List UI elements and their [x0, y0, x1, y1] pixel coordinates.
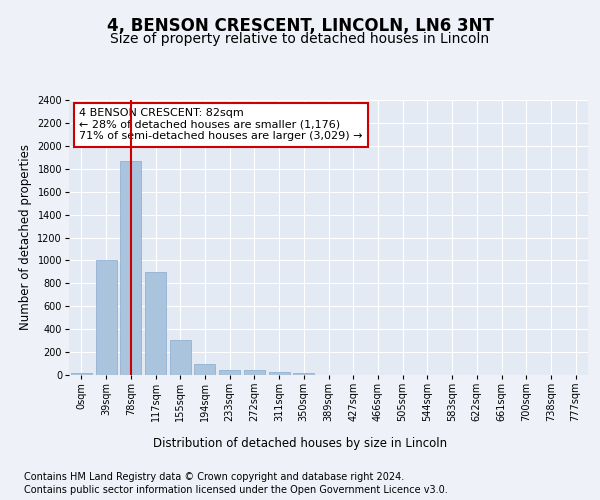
Bar	[269, 372, 290, 375]
Text: Size of property relative to detached houses in Lincoln: Size of property relative to detached ho…	[110, 32, 490, 46]
Bar	[95, 260, 116, 375]
Bar	[219, 370, 240, 375]
Text: Contains public sector information licensed under the Open Government Licence v3: Contains public sector information licen…	[24, 485, 448, 495]
Bar	[244, 370, 265, 375]
Bar	[71, 372, 92, 375]
Text: Distribution of detached houses by size in Lincoln: Distribution of detached houses by size …	[153, 438, 447, 450]
Text: 4, BENSON CRESCENT, LINCOLN, LN6 3NT: 4, BENSON CRESCENT, LINCOLN, LN6 3NT	[107, 18, 493, 36]
Bar	[120, 160, 141, 375]
Text: 4 BENSON CRESCENT: 82sqm
← 28% of detached houses are smaller (1,176)
71% of sem: 4 BENSON CRESCENT: 82sqm ← 28% of detach…	[79, 108, 363, 142]
Text: Contains HM Land Registry data © Crown copyright and database right 2024.: Contains HM Land Registry data © Crown c…	[24, 472, 404, 482]
Bar	[145, 272, 166, 375]
Y-axis label: Number of detached properties: Number of detached properties	[19, 144, 32, 330]
Bar	[170, 340, 191, 375]
Bar	[194, 364, 215, 375]
Bar	[293, 373, 314, 375]
